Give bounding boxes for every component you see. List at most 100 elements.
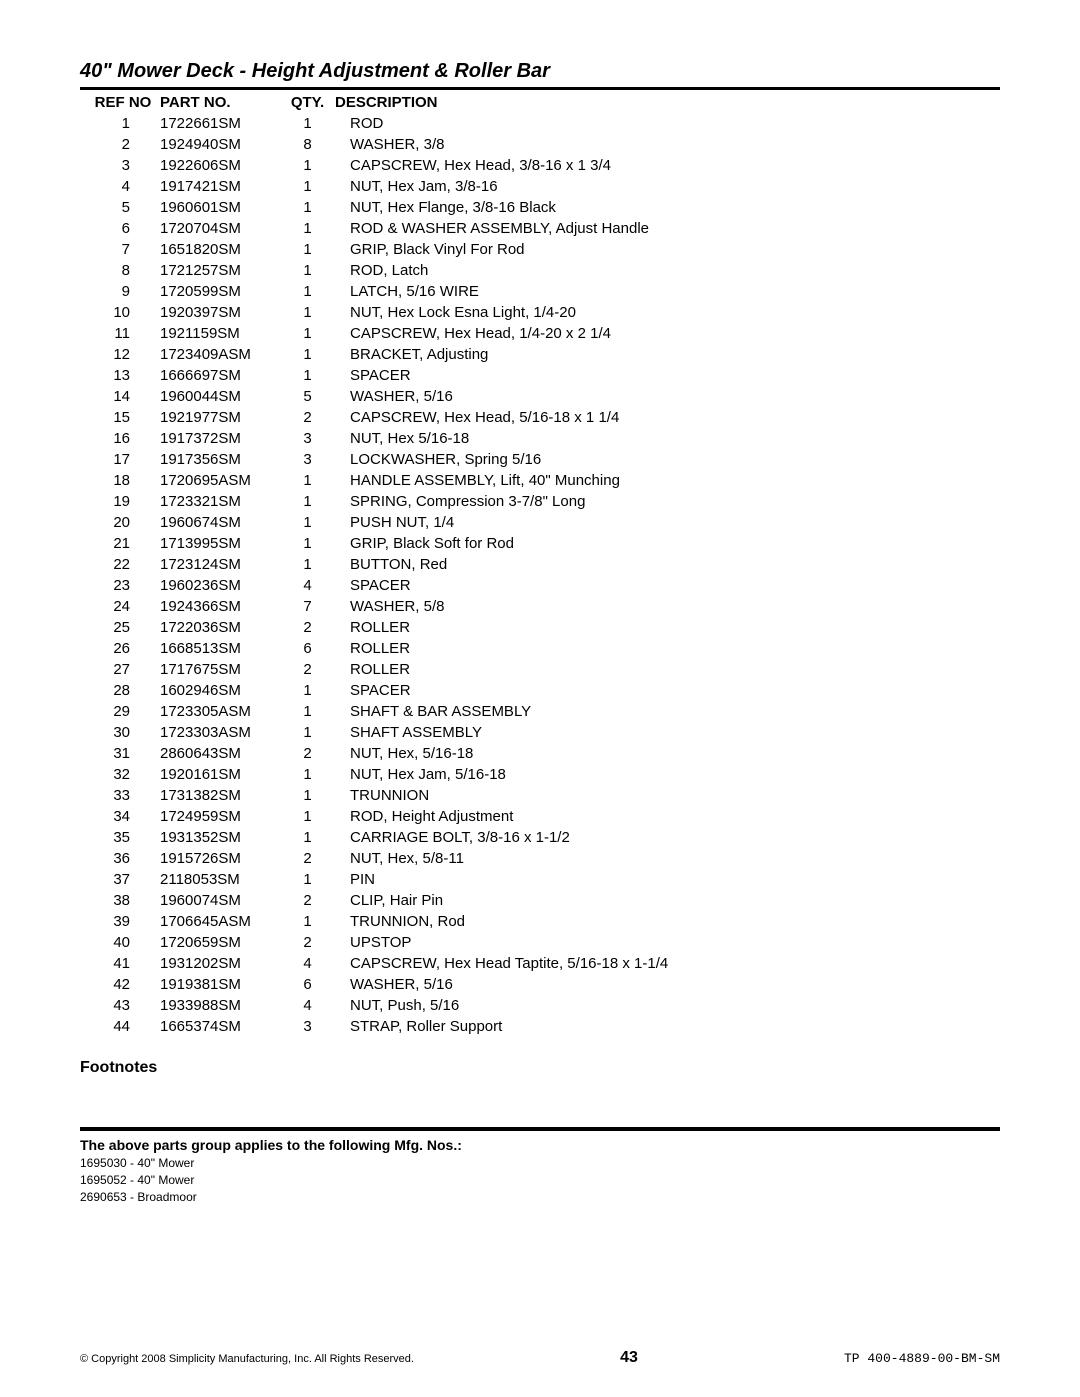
cell-part: 2118053SM (160, 869, 280, 890)
page-number: 43 (620, 1349, 638, 1367)
cell-desc: PUSH NUT, 1/4 (335, 512, 1000, 533)
cell-part: 1921159SM (160, 323, 280, 344)
table-row: 361915726SM2NUT, Hex, 5/8-11 (80, 848, 1000, 869)
cell-ref: 10 (80, 302, 160, 323)
cell-part: 1722661SM (160, 113, 280, 134)
cell-part: 1665374SM (160, 1016, 280, 1037)
cell-qty: 1 (280, 176, 335, 197)
cell-ref: 19 (80, 491, 160, 512)
cell-qty: 1 (280, 764, 335, 785)
cell-part: 1931202SM (160, 953, 280, 974)
cell-part: 1723321SM (160, 491, 280, 512)
cell-qty: 1 (280, 260, 335, 281)
cell-part: 1919381SM (160, 974, 280, 995)
cell-desc: CLIP, Hair Pin (335, 890, 1000, 911)
mfg-rule (80, 1127, 1000, 1131)
table-row: 331731382SM1TRUNNION (80, 785, 1000, 806)
cell-desc: CARRIAGE BOLT, 3/8-16 x 1-1/2 (335, 827, 1000, 848)
cell-part: 1723303ASM (160, 722, 280, 743)
cell-qty: 1 (280, 512, 335, 533)
cell-qty: 1 (280, 491, 335, 512)
cell-ref: 32 (80, 764, 160, 785)
cell-ref: 30 (80, 722, 160, 743)
cell-desc: NUT, Hex Jam, 3/8-16 (335, 176, 1000, 197)
cell-qty: 6 (280, 638, 335, 659)
cell-desc: SPACER (335, 680, 1000, 701)
page: 40" Mower Deck - Height Adjustment & Rol… (0, 0, 1080, 1397)
col-description: DESCRIPTION (335, 92, 1000, 113)
cell-ref: 35 (80, 827, 160, 848)
cell-desc: ROLLER (335, 617, 1000, 638)
cell-desc: SHAFT ASSEMBLY (335, 722, 1000, 743)
cell-part: 1720659SM (160, 932, 280, 953)
table-row: 411931202SM4CAPSCREW, Hex Head Taptite, … (80, 953, 1000, 974)
cell-qty: 1 (280, 239, 335, 260)
table-row: 61720704SM1ROD & WASHER ASSEMBLY, Adjust… (80, 218, 1000, 239)
cell-qty: 1 (280, 827, 335, 848)
table-row: 41917421SM1NUT, Hex Jam, 3/8-16 (80, 176, 1000, 197)
cell-desc: ROD, Height Adjustment (335, 806, 1000, 827)
cell-part: 1720695ASM (160, 470, 280, 491)
cell-desc: ROLLER (335, 638, 1000, 659)
table-row: 251722036SM2ROLLER (80, 617, 1000, 638)
cell-ref: 20 (80, 512, 160, 533)
cell-ref: 36 (80, 848, 160, 869)
cell-part: 1921977SM (160, 407, 280, 428)
cell-part: 1924366SM (160, 596, 280, 617)
cell-qty: 1 (280, 302, 335, 323)
table-row: 151921977SM2CAPSCREW, Hex Head, 5/16-18 … (80, 407, 1000, 428)
table-row: 111921159SM1CAPSCREW, Hex Head, 1/4-20 x… (80, 323, 1000, 344)
table-row: 401720659SM2UPSTOP (80, 932, 1000, 953)
table-row: 291723305ASM1SHAFT & BAR ASSEMBLY (80, 701, 1000, 722)
table-row: 121723409ASM1BRACKET, Adjusting (80, 344, 1000, 365)
table-row: 91720599SM1LATCH, 5/16 WIRE (80, 281, 1000, 302)
cell-part: 1960074SM (160, 890, 280, 911)
cell-qty: 1 (280, 680, 335, 701)
cell-qty: 1 (280, 869, 335, 890)
cell-desc: STRAP, Roller Support (335, 1016, 1000, 1037)
cell-desc: NUT, Hex, 5/8-11 (335, 848, 1000, 869)
cell-qty: 1 (280, 323, 335, 344)
cell-part: 2860643SM (160, 743, 280, 764)
cell-ref: 31 (80, 743, 160, 764)
table-header-row: REF NO PART NO. QTY. DESCRIPTION (80, 92, 1000, 113)
cell-ref: 8 (80, 260, 160, 281)
cell-qty: 2 (280, 659, 335, 680)
cell-ref: 4 (80, 176, 160, 197)
table-row: 231960236SM4SPACER (80, 575, 1000, 596)
cell-part: 1721257SM (160, 260, 280, 281)
table-row: 431933988SM4NUT, Push, 5/16 (80, 995, 1000, 1016)
table-row: 372118053SM1PIN (80, 869, 1000, 890)
cell-part: 1651820SM (160, 239, 280, 260)
cell-part: 1713995SM (160, 533, 280, 554)
table-row: 441665374SM3STRAP, Roller Support (80, 1016, 1000, 1037)
cell-part: 1723409ASM (160, 344, 280, 365)
cell-desc: PIN (335, 869, 1000, 890)
cell-desc: SPRING, Compression 3-7/8" Long (335, 491, 1000, 512)
table-row: 101920397SM1NUT, Hex Lock Esna Light, 1/… (80, 302, 1000, 323)
cell-part: 1731382SM (160, 785, 280, 806)
cell-part: 1722036SM (160, 617, 280, 638)
cell-ref: 34 (80, 806, 160, 827)
cell-part: 1602946SM (160, 680, 280, 701)
cell-desc: TRUNNION, Rod (335, 911, 1000, 932)
cell-desc: WASHER, 5/8 (335, 596, 1000, 617)
cell-desc: SPACER (335, 365, 1000, 386)
mfg-item: 1695052 - 40" Mower (80, 1172, 1000, 1189)
cell-ref: 23 (80, 575, 160, 596)
cell-desc: ROD, Latch (335, 260, 1000, 281)
table-row: 241924366SM7WASHER, 5/8 (80, 596, 1000, 617)
cell-qty: 3 (280, 428, 335, 449)
cell-part: 1920161SM (160, 764, 280, 785)
cell-ref: 18 (80, 470, 160, 491)
cell-qty: 5 (280, 386, 335, 407)
cell-desc: BUTTON, Red (335, 554, 1000, 575)
table-row: 161917372SM3NUT, Hex 5/16-18 (80, 428, 1000, 449)
cell-qty: 1 (280, 218, 335, 239)
cell-part: 1917356SM (160, 449, 280, 470)
cell-ref: 14 (80, 386, 160, 407)
table-row: 301723303ASM1SHAFT ASSEMBLY (80, 722, 1000, 743)
cell-ref: 26 (80, 638, 160, 659)
cell-part: 1960674SM (160, 512, 280, 533)
cell-desc: ROD (335, 113, 1000, 134)
